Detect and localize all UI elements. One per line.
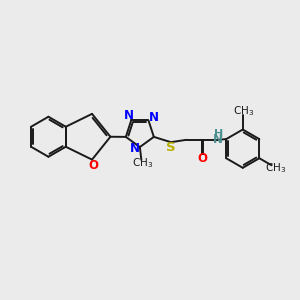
Text: S: S [166, 141, 176, 154]
Text: O: O [88, 159, 98, 172]
Text: N: N [148, 111, 158, 124]
Text: CH$_3$: CH$_3$ [265, 161, 286, 175]
Text: N: N [130, 142, 140, 155]
Text: N: N [213, 133, 223, 146]
Text: CH$_3$: CH$_3$ [233, 104, 254, 118]
Text: O: O [197, 152, 207, 166]
Text: N: N [124, 109, 134, 122]
Text: H: H [214, 129, 223, 139]
Text: CH$_3$: CH$_3$ [132, 156, 153, 170]
